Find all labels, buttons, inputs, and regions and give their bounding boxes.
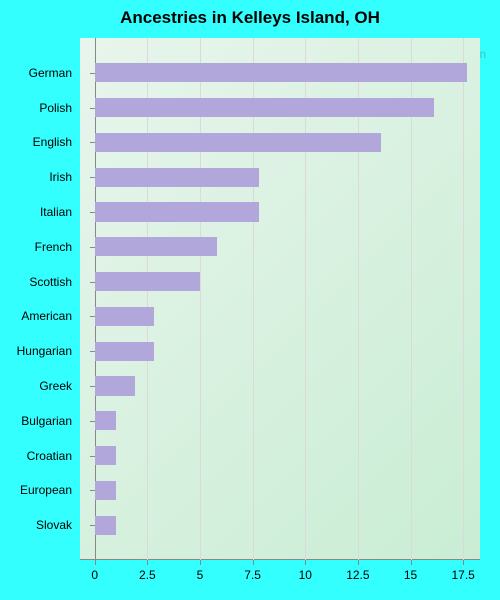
- x-tick: [200, 560, 201, 565]
- y-tick-label: Croatian: [27, 449, 72, 463]
- bar-row: [80, 98, 480, 117]
- bar: [95, 133, 381, 152]
- bar-row: [80, 481, 480, 500]
- y-tick-label: Polish: [39, 101, 72, 115]
- bar-row: [80, 237, 480, 256]
- y-axis-labels: German Polish English Irish Italian French Sco…: [0, 38, 72, 560]
- x-tick: [358, 560, 359, 565]
- y-tick-label: Greek: [39, 379, 72, 393]
- bar: [95, 237, 217, 256]
- bar: [95, 307, 154, 326]
- y-tick-label: European: [20, 483, 72, 497]
- bar-row: [80, 307, 480, 326]
- bar: [95, 272, 200, 291]
- y-tick-label: German: [29, 66, 72, 80]
- bar: [95, 202, 259, 221]
- bar-row: [80, 376, 480, 395]
- y-tick-label: French: [35, 240, 72, 254]
- y-tick-label: Scottish: [29, 275, 72, 289]
- bar-row: [80, 446, 480, 465]
- bar: [95, 481, 116, 500]
- bar: [95, 98, 434, 117]
- y-tick-label: Irish: [49, 170, 72, 184]
- x-tick-label: 2.5: [139, 568, 156, 582]
- bar: [95, 516, 116, 535]
- x-axis-labels: 0 2.5 5 7.5 10 12.5 15 17.5: [80, 568, 480, 588]
- x-tick-label: 0: [91, 568, 98, 582]
- bar-row: [80, 342, 480, 361]
- x-tick-label: 12.5: [346, 568, 369, 582]
- bar-row: [80, 133, 480, 152]
- bar-row: [80, 516, 480, 535]
- x-tick-label: 17.5: [451, 568, 474, 582]
- x-tick: [147, 560, 148, 565]
- x-tick-label: 5: [197, 568, 204, 582]
- y-tick-label: Hungarian: [17, 344, 72, 358]
- bar: [95, 411, 116, 430]
- bar: [95, 376, 135, 395]
- chart-title: Ancestries in Kelleys Island, OH: [0, 8, 500, 28]
- bar: [95, 63, 468, 82]
- y-tick-label: American: [21, 309, 72, 323]
- x-tick: [463, 560, 464, 565]
- y-tick-label: Italian: [40, 205, 72, 219]
- x-tick-label: 10: [299, 568, 312, 582]
- x-tick: [305, 560, 306, 565]
- plot-area: [80, 38, 480, 560]
- bar-row: [80, 272, 480, 291]
- y-tick-label: Slovak: [36, 518, 72, 532]
- bar: [95, 168, 259, 187]
- bar: [95, 446, 116, 465]
- x-tick-label: 15: [404, 568, 417, 582]
- y-tick-label: Bulgarian: [21, 414, 72, 428]
- x-tick: [253, 560, 254, 565]
- bar: [95, 342, 154, 361]
- x-tick: [411, 560, 412, 565]
- bar-row: [80, 411, 480, 430]
- y-tick-label: English: [33, 135, 72, 149]
- x-tick: [95, 560, 96, 565]
- bar-row: [80, 202, 480, 221]
- x-tick-label: 7.5: [244, 568, 261, 582]
- x-axis-line: [80, 559, 480, 560]
- chart-container: Ancestries in Kelleys Island, OH City-Da…: [0, 0, 500, 600]
- bar-row: [80, 63, 480, 82]
- bar-row: [80, 168, 480, 187]
